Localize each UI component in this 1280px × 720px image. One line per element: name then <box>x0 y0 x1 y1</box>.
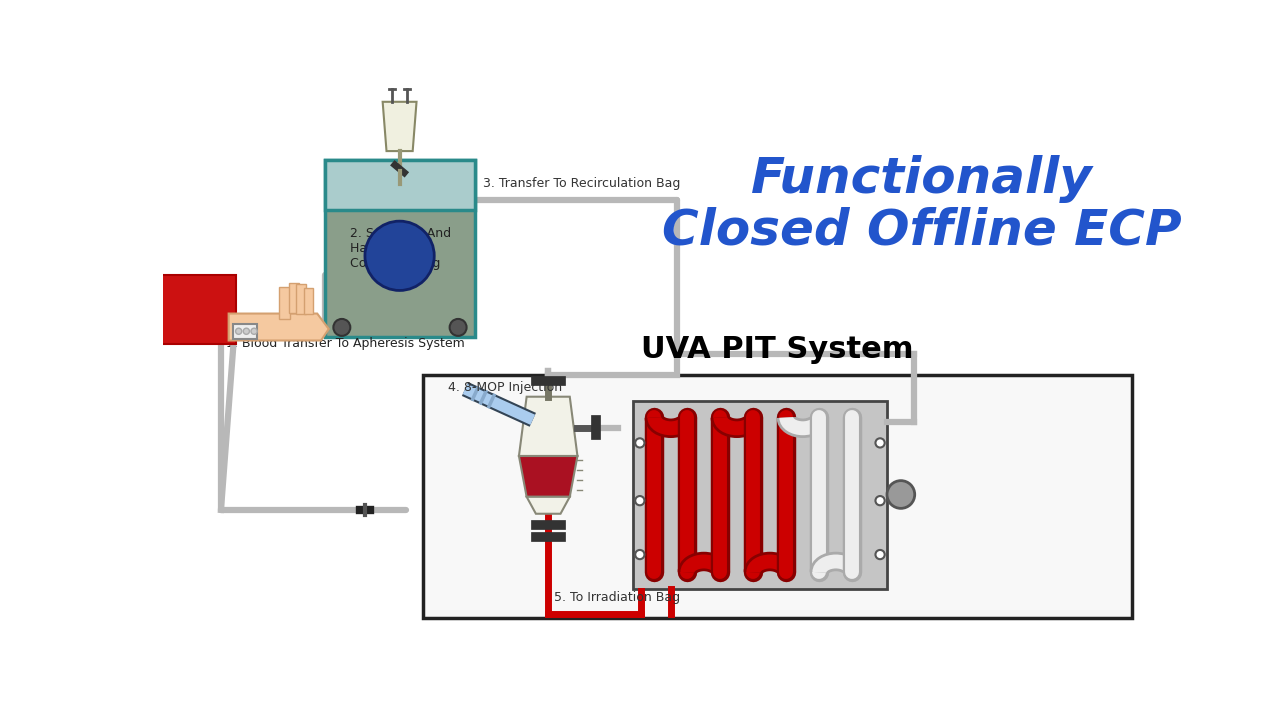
Circle shape <box>876 438 884 448</box>
Circle shape <box>635 438 644 448</box>
Polygon shape <box>383 102 416 151</box>
Circle shape <box>635 496 644 505</box>
Bar <box>325 160 475 210</box>
Text: 3. Transfer To Recirculation Bag: 3. Transfer To Recirculation Bag <box>483 176 680 189</box>
Bar <box>325 160 475 337</box>
Text: Functionally: Functionally <box>750 155 1093 202</box>
Circle shape <box>333 319 351 336</box>
Bar <box>297 284 306 315</box>
Bar <box>305 288 312 313</box>
Circle shape <box>251 328 257 334</box>
Bar <box>424 375 1132 618</box>
Text: 5. To Irradiation Bag: 5. To Irradiation Bag <box>554 590 681 604</box>
Polygon shape <box>518 456 577 497</box>
Circle shape <box>887 481 915 508</box>
Circle shape <box>365 221 434 290</box>
Text: 2. Separate And
Harvest In
Collection Bag: 2. Separate And Harvest In Collection Ba… <box>349 228 451 270</box>
Bar <box>279 287 291 319</box>
Circle shape <box>449 319 467 336</box>
Polygon shape <box>526 497 570 514</box>
Text: Closed Offline ECP: Closed Offline ECP <box>662 206 1181 254</box>
Bar <box>632 400 887 589</box>
Circle shape <box>635 550 644 559</box>
Text: UVA PIT System: UVA PIT System <box>641 336 914 364</box>
Text: 4. 8-MOP Injection: 4. 8-MOP Injection <box>448 381 562 394</box>
Circle shape <box>236 328 242 334</box>
Text: 1. Blood Transfer To Apheresis System: 1. Blood Transfer To Apheresis System <box>227 337 465 350</box>
Circle shape <box>876 496 884 505</box>
Polygon shape <box>229 313 329 341</box>
Polygon shape <box>518 397 577 456</box>
Bar <box>143 275 237 344</box>
Circle shape <box>876 550 884 559</box>
Bar <box>233 323 257 339</box>
Bar <box>289 283 298 312</box>
Circle shape <box>243 328 250 334</box>
